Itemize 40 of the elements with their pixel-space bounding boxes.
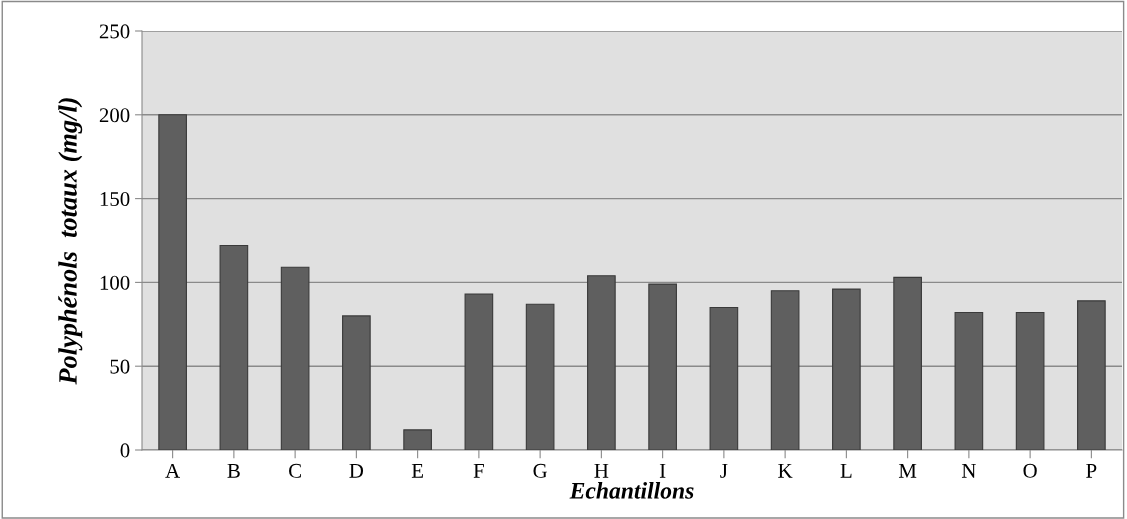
bar: [280, 266, 310, 450]
bar: [1015, 312, 1045, 450]
x-axis-title: Echantillons: [569, 482, 694, 499]
bar: [525, 303, 555, 450]
x-tick-label: J: [720, 464, 728, 478]
x-tick-label: H: [594, 464, 609, 478]
y-axis-title: Polyphénols totaux (mg/l): [58, 98, 83, 385]
x-tick-label: I: [659, 464, 666, 478]
bar: [832, 288, 861, 450]
y-tick-label: 50: [110, 359, 130, 374]
bar: [893, 276, 922, 450]
bar: [709, 306, 739, 450]
y-tick-label: 200: [99, 108, 130, 123]
bar: [770, 290, 800, 450]
x-tick-label: P: [1086, 464, 1097, 478]
bar: [464, 293, 494, 450]
y-tick-label: 0: [120, 443, 130, 458]
bar: [158, 114, 187, 450]
y-tick-label: 250: [99, 24, 130, 39]
bar: [342, 315, 371, 450]
bar: [403, 429, 432, 450]
x-tick-label: M: [898, 464, 917, 478]
x-tick-label: E: [411, 464, 423, 478]
y-tick-label: 100: [100, 275, 130, 290]
bar: [1077, 300, 1106, 450]
x-tick-label: B: [227, 464, 240, 478]
bar: [954, 312, 984, 450]
x-tick-label: G: [533, 463, 547, 478]
x-tick-label: L: [840, 464, 852, 478]
x-tick-label: D: [349, 464, 364, 478]
x-tick-label: O: [1023, 463, 1037, 478]
x-tick-label: F: [473, 464, 484, 478]
x-tick-label: A: [165, 463, 180, 478]
x-tick-label: C: [289, 463, 301, 478]
x-tick-label: N: [961, 464, 976, 478]
bar: [587, 275, 616, 450]
x-tick-label: K: [778, 464, 793, 478]
bar: [648, 283, 677, 450]
bar: [219, 244, 249, 450]
y-tick-label: 150: [100, 191, 130, 207]
